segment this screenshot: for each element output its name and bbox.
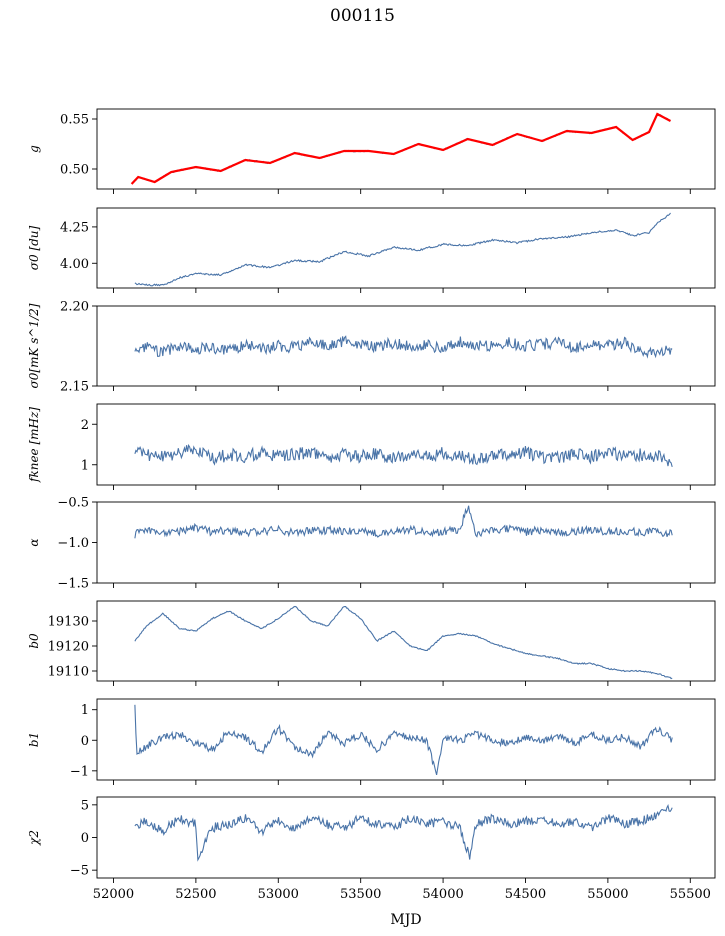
axes-frame xyxy=(96,403,716,486)
x-tick-label: 53500 xyxy=(340,887,381,902)
y-tick-label: −0.5 xyxy=(57,496,89,511)
panel-chi2: −5 0 5 52000 52500 53000 53500 54000 54500 55000 5… xyxy=(27,796,716,902)
axes-frame xyxy=(96,501,716,584)
y-tick-label: −1.5 xyxy=(57,577,89,592)
y-axis-label: b0 xyxy=(27,633,41,649)
series-line-alpha xyxy=(134,505,673,539)
y-tick-label: −1.0 xyxy=(57,536,89,551)
panel-alpha: −1.5 −1.0 −0.5 α xyxy=(27,496,716,592)
x-tick-label: 52000 xyxy=(93,887,134,902)
axes-frame xyxy=(96,305,716,387)
x-axis-label: MJD xyxy=(390,912,421,928)
panel-fknee: 1 2 fknee [mHz] xyxy=(27,403,716,490)
x-tick-label: 52500 xyxy=(175,887,216,902)
axes-frame xyxy=(96,796,716,879)
series-line-b0 xyxy=(134,605,673,680)
series-line-b1 xyxy=(134,704,673,776)
figure-title: 000115 xyxy=(330,6,395,26)
series-line-sigma0-du xyxy=(134,212,671,287)
panel-sigma0-du: 4.00 4.25 σ0 [du] xyxy=(27,207,716,293)
y-tick-label: 4.00 xyxy=(60,257,89,272)
y-tick-label: 0 xyxy=(81,734,89,749)
series-line-g xyxy=(131,113,671,184)
axes-frame xyxy=(96,600,716,682)
y-tick-label: 1 xyxy=(81,458,89,473)
y-tick-label: 19120 xyxy=(48,640,89,655)
y-tick-label: 0.55 xyxy=(60,113,89,128)
x-tick-label: 53000 xyxy=(258,887,299,902)
x-tick-label: 55500 xyxy=(670,887,711,902)
series-line-fknee xyxy=(134,443,673,468)
axes-frame xyxy=(96,108,716,190)
y-tick-label: 19130 xyxy=(48,615,89,630)
axes-frame xyxy=(96,698,716,781)
y-tick-label: 0 xyxy=(81,831,89,846)
y-axis-label: σ0[mK s^1/2] xyxy=(27,303,41,388)
y-tick-label: 5 xyxy=(81,798,89,813)
panel-b1: −1 0 1 b1 xyxy=(27,698,716,785)
series-line-chi2 xyxy=(134,803,673,862)
y-tick-label: 1 xyxy=(81,703,89,718)
y-tick-label: 4.25 xyxy=(60,220,89,235)
overlay-line-g xyxy=(130,112,672,185)
x-tick-label: 55000 xyxy=(587,887,628,902)
y-axis-label: g xyxy=(27,145,41,153)
axes-frame xyxy=(96,207,716,289)
y-axis-label: α xyxy=(27,538,41,546)
y-tick-label: −1 xyxy=(70,764,89,779)
y-tick-label: 2.15 xyxy=(60,380,89,395)
series-line-sigma0-mk xyxy=(134,335,673,359)
panel-g: 0.50 0.55 g xyxy=(27,108,716,194)
y-tick-label: −5 xyxy=(70,864,89,879)
y-tick-label: 0.50 xyxy=(60,163,89,178)
y-tick-label: 19110 xyxy=(48,665,89,680)
y-tick-label: 2.20 xyxy=(60,300,89,315)
y-axis-label: σ0 [du] xyxy=(27,225,41,270)
x-tick-label: 54500 xyxy=(505,887,546,902)
panel-sigma0-mk: 2.15 2.20 σ0[mK s^1/2] xyxy=(27,300,716,395)
panel-b0: 19110 19120 19130 b0 xyxy=(27,600,716,686)
y-tick-label: 2 xyxy=(81,418,89,433)
y-axis-label: fknee [mHz] xyxy=(27,407,41,483)
y-axis-label: b1 xyxy=(27,732,41,747)
y-axis-label: χ2 xyxy=(27,830,41,846)
x-tick-label: 54000 xyxy=(422,887,463,902)
